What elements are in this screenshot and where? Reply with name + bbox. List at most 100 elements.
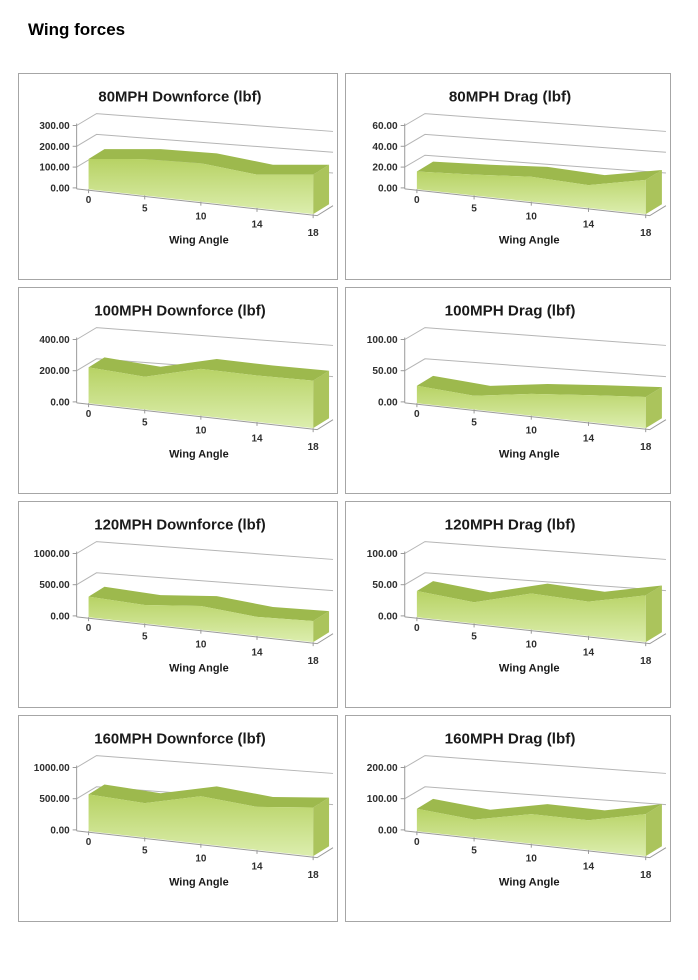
y-tick-label: 60.00 (372, 121, 398, 132)
area-side-face (313, 797, 330, 857)
y-tick-label: 0.00 (50, 183, 70, 194)
x-axis-title: Wing Angle (169, 448, 229, 460)
gridline (404, 327, 666, 346)
chart-panel-80mph-downforce: 0.00 100.00 200.00 300.00 0 5 10 14 18 Wing Angle… (18, 73, 338, 280)
chart-title: 100MPH Drag (lbf) (445, 303, 576, 320)
chart-panel-120mph-drag: 0.00 50.00 100.00 0 5 10 14 18 Wing Angle 120MPH … (345, 501, 671, 708)
area-front-face (416, 385, 646, 429)
x-tick-label: 5 (471, 845, 477, 856)
x-axis-title: Wing Angle (169, 662, 229, 674)
y-tick-label: 100.00 (367, 794, 398, 805)
x-tick-label: 5 (471, 631, 477, 642)
x-tick-label: 18 (640, 442, 652, 453)
x-axis-line (76, 616, 334, 645)
x-axis-line (76, 402, 334, 431)
chart-panel-120mph-downforce: 0.00 500.00 1000.00 0 5 10 14 18 Wing Angle 120MP… (18, 501, 338, 708)
area-top-ribbon (88, 149, 330, 175)
x-axis-line (404, 402, 667, 431)
gridline (76, 755, 334, 774)
x-tick-label: 0 (414, 837, 420, 848)
x-axis-line (404, 188, 667, 217)
x-axis-line (76, 830, 334, 859)
gridline (404, 541, 666, 560)
x-tick-label: 18 (640, 228, 652, 239)
gridline (76, 327, 334, 346)
y-tick-label: 100.00 (367, 335, 398, 346)
gridline (76, 572, 334, 592)
x-tick-label: 0 (414, 623, 420, 634)
x-tick-label: 0 (86, 837, 92, 848)
y-tick-label: 100.00 (367, 549, 398, 560)
x-tick-label: 5 (142, 845, 148, 856)
y-tick-label: 400.00 (39, 335, 70, 346)
y-tick-label: 0.00 (378, 397, 398, 408)
x-tick-label: 0 (414, 195, 420, 206)
y-tick-label: 40.00 (372, 142, 398, 153)
chart-title: 160MPH Drag (lbf) (445, 731, 576, 748)
x-tick-label: 18 (308, 870, 320, 881)
chart-title: 100MPH Downforce (lbf) (94, 304, 265, 320)
area-front-face (88, 596, 314, 643)
x-tick-label: 5 (142, 417, 148, 428)
x-tick-label: 5 (142, 203, 148, 214)
y-tick-label: 500.00 (39, 794, 70, 805)
chart-panel-100mph-downforce: 0.00 200.00 400.00 0 5 10 14 18 Wing Angle 100MPH… (18, 287, 338, 494)
x-tick-label: 5 (471, 417, 477, 428)
area-front-face (88, 794, 314, 857)
y-tick-label: 50.00 (372, 580, 398, 591)
x-tick-label: 10 (195, 212, 207, 223)
x-tick-label: 18 (640, 656, 652, 667)
y-tick-label: 0.00 (50, 611, 70, 622)
x-tick-label: 0 (414, 409, 420, 420)
area-side-face (645, 169, 662, 215)
page-title: Wing forces (28, 20, 126, 39)
y-tick-label: 1000.00 (34, 549, 70, 560)
x-tick-label: 0 (86, 409, 92, 420)
area-side-face (645, 387, 662, 429)
area-front-face (416, 808, 646, 857)
x-tick-label: 14 (583, 862, 595, 873)
x-tick-label: 14 (583, 434, 595, 445)
area-side-face (645, 804, 662, 857)
x-axis-title: Wing Angle (499, 234, 560, 246)
y-tick-label: 50.00 (372, 366, 398, 377)
chart-title: 80MPH Downforce (lbf) (98, 90, 261, 106)
x-tick-label: 10 (195, 640, 207, 651)
gridline (404, 113, 666, 132)
gridline (404, 786, 666, 806)
x-tick-label: 10 (526, 640, 538, 651)
x-axis-title: Wing Angle (169, 876, 229, 888)
x-axis-line (404, 616, 667, 645)
area-front-face (88, 367, 314, 429)
area-side-face (313, 370, 330, 429)
x-tick-label: 14 (251, 434, 263, 445)
area-chart-120mph-downforce: 0.00 500.00 1000.00 0 5 10 14 18 Wing Angle 120MP… (34, 518, 334, 674)
chart-panel-160mph-downforce: 0.00 500.00 1000.00 0 5 10 14 18 Wing Angle 160MP… (18, 715, 338, 922)
area-top-ribbon (88, 784, 330, 808)
x-axis-title: Wing Angle (499, 662, 560, 674)
y-tick-label: 100.00 (39, 163, 70, 174)
y-tick-label: 0.00 (378, 825, 398, 836)
x-axis-title: Wing Angle (499, 876, 560, 888)
gridline (404, 133, 666, 153)
y-tick-label: 200.00 (367, 763, 398, 774)
chart-panel-100mph-drag: 0.00 50.00 100.00 0 5 10 14 18 Wing Angle 100MPH … (345, 287, 671, 494)
area-side-face (313, 611, 330, 643)
area-top-ribbon (416, 375, 662, 397)
area-front-face (416, 591, 646, 643)
area-top-ribbon (416, 161, 662, 186)
x-tick-label: 18 (308, 228, 320, 239)
x-tick-label: 14 (251, 862, 263, 873)
x-tick-label: 0 (86, 195, 92, 206)
y-tick-label: 0.00 (50, 825, 70, 836)
gridline (404, 572, 666, 592)
gridline (76, 541, 334, 560)
area-chart-80mph-downforce: 0.00 100.00 200.00 300.00 0 5 10 14 18 Wing Angle… (39, 90, 334, 246)
charts-grid: 0.00 100.00 200.00 300.00 0 5 10 14 18 Wing Angle… (18, 73, 698, 922)
y-tick-label: 1000.00 (34, 763, 70, 774)
y-tick-label: 300.00 (39, 121, 70, 132)
area-top-ribbon (416, 581, 662, 603)
area-chart-160mph-downforce: 0.00 500.00 1000.00 0 5 10 14 18 Wing Angle 160MP… (34, 732, 334, 888)
chart-title: 120MPH Drag (lbf) (445, 517, 576, 534)
area-chart-120mph-drag: 0.00 50.00 100.00 0 5 10 14 18 Wing Angle 120MPH … (367, 517, 667, 674)
